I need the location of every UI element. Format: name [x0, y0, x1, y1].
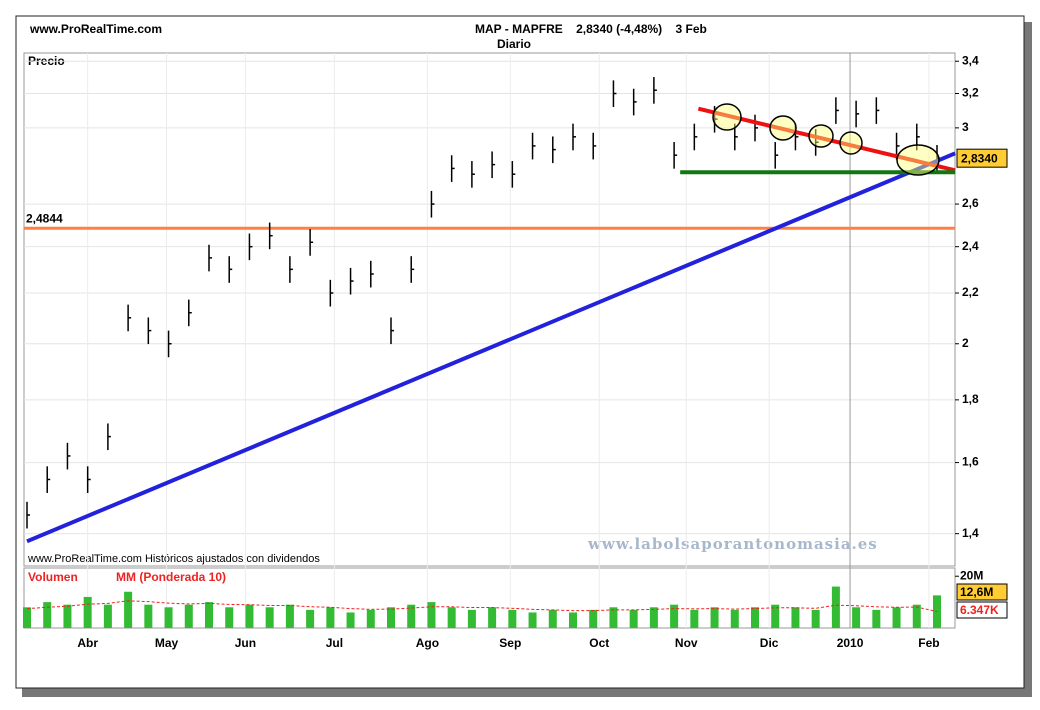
- x-tick-label: Oct: [589, 636, 609, 650]
- volume-bar: [164, 607, 173, 628]
- trendline: [26, 151, 956, 544]
- last-price-label: 2,8340: [961, 151, 998, 165]
- volume-bar: [265, 607, 274, 628]
- y-tick-label: 3: [962, 120, 969, 134]
- y-tick-label: 20M: [960, 568, 983, 582]
- y-tick-label: 1,6: [962, 455, 979, 469]
- volume-bar: [103, 604, 112, 628]
- x-tick-label: Jul: [326, 636, 343, 650]
- volume-bar: [447, 607, 456, 628]
- x-tick-label: Abr: [77, 636, 98, 650]
- volume-bar: [791, 607, 800, 628]
- x-tick-label: Nov: [675, 636, 698, 650]
- highlight: [769, 115, 797, 141]
- volume-bar: [285, 604, 294, 628]
- highlight: [896, 144, 940, 176]
- y-tick-label: 2: [962, 336, 969, 350]
- volume-bar: [569, 612, 577, 628]
- watermark: www.labolsaporantonomasia.es: [587, 535, 878, 553]
- volume-bar: [589, 609, 598, 628]
- volume-bar: [387, 607, 395, 628]
- volume-bar: [225, 607, 234, 628]
- volume-bar: [205, 602, 213, 628]
- level-label: 2,4844: [26, 211, 63, 225]
- volume-bar: [649, 607, 658, 628]
- volume-bar: [670, 604, 679, 628]
- subtitle: Diario: [497, 37, 531, 51]
- volume-title: Volumen: [28, 570, 78, 584]
- volume-bar: [892, 607, 901, 628]
- volume-bar: [488, 607, 497, 628]
- volume-bar: [83, 596, 92, 628]
- volume-bar: [508, 609, 517, 628]
- volume-bar: [124, 591, 133, 628]
- value-box: [956, 601, 1008, 619]
- volume-bar: [326, 607, 335, 628]
- value-label: 12,6M: [960, 585, 993, 599]
- y-tick-label: 1,4: [962, 526, 979, 540]
- y-tick-label: 2,2: [962, 285, 979, 299]
- y-tick-label: 2,6: [962, 196, 979, 210]
- x-tick-label: Sep: [499, 636, 521, 650]
- volume-bar: [912, 604, 921, 628]
- volume-bar: [346, 612, 355, 628]
- x-tick-label: May: [155, 636, 179, 650]
- y-tick-label: 1,8: [962, 392, 979, 406]
- volume-bar: [407, 604, 416, 628]
- frame: [15, 15, 1025, 689]
- x-tick-label: Ago: [416, 636, 439, 650]
- volume-bar: [23, 607, 31, 628]
- volume-bar: [366, 609, 375, 628]
- volume-bar: [831, 586, 840, 628]
- volume-bar: [144, 604, 153, 628]
- volume-bar: [872, 609, 881, 628]
- value-box: [956, 583, 1008, 601]
- y-tick-label: 3,4: [962, 53, 979, 67]
- volume-bar: [852, 607, 861, 628]
- highlight: [839, 131, 863, 155]
- volume-bar: [730, 609, 739, 628]
- value-label: 6.347K: [960, 603, 999, 617]
- highlight: [808, 124, 834, 148]
- y-tick-label: 2,4: [962, 239, 979, 253]
- volume-bar: [629, 609, 638, 628]
- y-tick-label: 3,2: [962, 86, 979, 100]
- highlights: [712, 103, 940, 176]
- volume-bar: [427, 602, 436, 628]
- volume-bar: [933, 595, 941, 628]
- volume-bar: [690, 609, 699, 628]
- volume-bar: [306, 609, 315, 628]
- title: MAP - MAPFRE 2,8340 (-4,48%) 3 Feb: [475, 22, 707, 36]
- footnote: www.ProRealTime.com Históricos ajustados…: [27, 553, 320, 565]
- site: www.ProRealTime.com: [29, 22, 162, 36]
- x-tick-label: Dic: [760, 636, 779, 650]
- last-price-box: [956, 148, 1008, 168]
- volume-bar: [548, 609, 557, 628]
- volume-bar: [63, 604, 72, 628]
- volume-bar: [43, 602, 52, 628]
- price-panel: [23, 52, 956, 567]
- x-tick-label: 2010: [837, 636, 864, 650]
- x-tick-label: Jun: [235, 636, 256, 650]
- x-tick-label: Feb: [918, 636, 939, 650]
- volume-bar: [710, 607, 719, 628]
- mm-line: [26, 600, 938, 613]
- highlight: [712, 103, 742, 131]
- volume-bar: [811, 609, 820, 628]
- volume-bar: [467, 609, 476, 628]
- volume-bar: [771, 604, 780, 628]
- volume-bar: [528, 612, 537, 628]
- volume-bar: [184, 604, 193, 628]
- volume-bar: [245, 604, 254, 628]
- volume-bar: [751, 607, 759, 628]
- mm-legend: MM (Ponderada 10): [116, 570, 226, 584]
- volume-bar: [609, 607, 618, 628]
- marks: 1,4 1,6 1,8 2 2,2 2,4 2,6 3 3,2 3,4 Abr May Jun Jul Ag…: [23, 53, 1008, 650]
